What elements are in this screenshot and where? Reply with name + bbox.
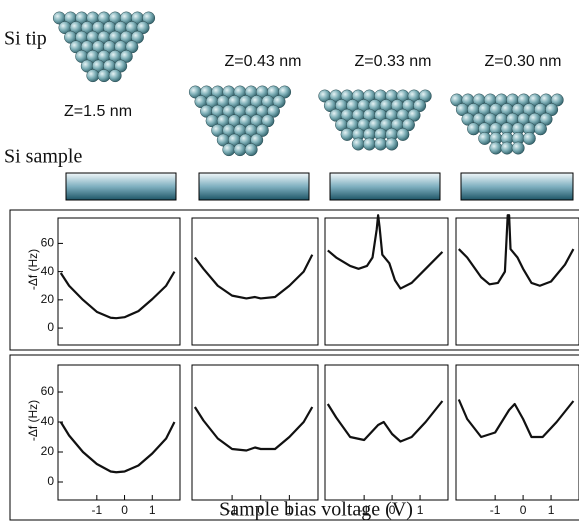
tip-atom — [272, 95, 286, 109]
y-tick-label: 20 — [41, 444, 55, 458]
y-tick-label: 60 — [41, 236, 55, 250]
x-tick-label: 1 — [286, 503, 293, 517]
tip-atom — [489, 141, 503, 155]
y-tick-label: 20 — [41, 292, 55, 306]
tip-atom — [545, 103, 559, 117]
tip-atom — [511, 141, 525, 155]
curve — [326, 400, 444, 443]
tip-atom — [142, 11, 156, 25]
sample-slab — [198, 172, 310, 201]
tip-atom — [97, 69, 111, 83]
curve — [193, 254, 314, 300]
tip-atom — [539, 112, 553, 126]
x-tick-label: 1 — [548, 503, 555, 517]
tip-label: Si tip — [4, 28, 47, 50]
plot-frame — [57, 217, 181, 346]
plot-frame — [324, 364, 449, 501]
tip-atom — [250, 133, 264, 147]
curve — [193, 406, 314, 452]
tip-atom — [267, 104, 280, 118]
x-tick-label: 0 — [389, 503, 396, 517]
tip-atom — [534, 122, 547, 136]
curve — [59, 421, 176, 474]
plot-frame — [57, 364, 181, 501]
plot-frame — [455, 364, 579, 501]
tip-atom — [261, 114, 275, 128]
x-tick-label: -1 — [359, 503, 370, 517]
x-tick-label: 1 — [149, 503, 156, 517]
z-label: Z=0.30 nm — [485, 53, 562, 70]
tip-atom — [222, 143, 236, 157]
z-label: Z=1.5 nm — [64, 103, 132, 120]
tip-atom — [340, 127, 354, 141]
curve — [458, 214, 575, 287]
plot-frame — [324, 217, 449, 346]
x-tick-label: -1 — [490, 503, 501, 517]
plot-frame — [191, 217, 319, 346]
tip-atom — [244, 143, 258, 157]
curve — [457, 399, 575, 439]
z-label: Z=0.43 nm — [225, 53, 302, 70]
tip-atom — [396, 127, 410, 141]
sample-slab — [460, 172, 574, 201]
tip-atom — [478, 131, 492, 145]
y-tick-label: 40 — [41, 414, 55, 428]
tip-atom — [413, 99, 427, 113]
x-tick-label: 0 — [257, 503, 264, 517]
tip-atom — [278, 85, 292, 99]
tip-atom — [119, 49, 133, 63]
tip-atom — [114, 59, 128, 73]
tip-atom — [362, 137, 376, 151]
y-axis-label: -Δf (Hz) — [26, 249, 40, 290]
row-frame — [9, 354, 579, 521]
tip-atom — [233, 143, 247, 157]
curve — [327, 214, 444, 290]
tip-atom — [418, 89, 432, 103]
tip-atom — [374, 137, 388, 151]
x-axis-label: Sample bias voltage (V) — [219, 499, 413, 521]
tip-atom — [522, 131, 536, 145]
y-tick-label: 60 — [41, 384, 55, 398]
x-tick-label: 0 — [520, 503, 527, 517]
plot-frame — [455, 217, 579, 346]
tip-atom — [385, 137, 399, 151]
tip-atom — [550, 93, 564, 107]
tip-atom — [500, 141, 514, 155]
x-tick-label: -1 — [91, 503, 102, 517]
tip-atom — [131, 30, 144, 44]
y-tick-label: 0 — [47, 320, 54, 334]
x-tick-label: 0 — [121, 503, 128, 517]
tip-atom — [402, 118, 415, 132]
sample-label: Si sample — [4, 146, 82, 168]
tip-atom — [136, 21, 150, 35]
y-tick-label: 40 — [41, 264, 55, 278]
x-tick-label: -1 — [227, 503, 238, 517]
curve — [59, 271, 176, 320]
sample-slab — [65, 172, 177, 201]
tip-atom — [125, 40, 139, 54]
tip-atom — [86, 69, 100, 83]
x-tick-label: 1 — [417, 503, 424, 517]
plot-frame — [191, 364, 319, 501]
row-frame — [9, 209, 579, 351]
tip-atom — [108, 69, 122, 83]
tip-atom — [407, 108, 421, 122]
tip-atom — [351, 137, 365, 151]
y-tick-label: 0 — [47, 474, 54, 488]
tip-atom — [467, 122, 480, 136]
sample-slab — [329, 172, 441, 201]
z-label: Z=0.33 nm — [355, 53, 432, 70]
y-axis-label: -Δf (Hz) — [26, 400, 40, 441]
tip-atom — [255, 123, 269, 137]
